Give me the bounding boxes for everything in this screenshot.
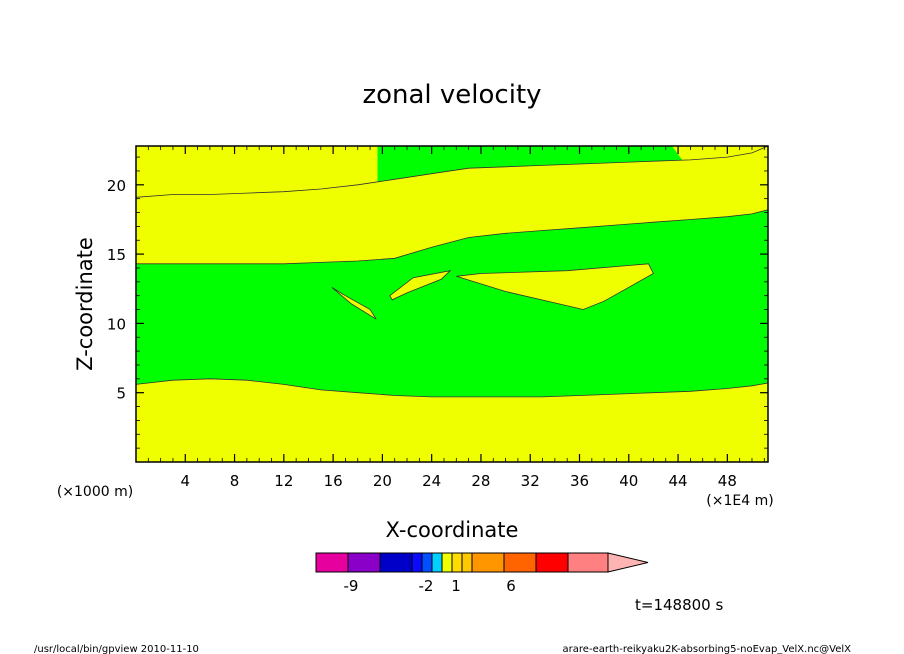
colorbar-segment	[421, 552, 433, 573]
y-axis-ticks: 5 10 15 20	[107, 156, 768, 449]
x-tick-label: 20	[373, 472, 392, 490]
colorbar-label: 1	[451, 577, 461, 595]
yellow-top-right	[671, 146, 768, 169]
colorbar	[315, 552, 649, 573]
x-tick-label: 32	[521, 472, 540, 490]
x-axis-label: X-coordinate	[386, 518, 519, 542]
y-tick-label: 20	[107, 177, 126, 195]
x-tick-label: 8	[230, 472, 240, 490]
colorbar-labels: -9 -2 1 6	[344, 577, 516, 595]
colorbar-label: -2	[419, 577, 434, 595]
x-tick-label: 36	[570, 472, 589, 490]
y-tick-label: 15	[107, 246, 126, 264]
x-tick-label: 16	[324, 472, 343, 490]
colorbar-segment	[471, 552, 505, 573]
plot-frame	[135, 145, 769, 463]
colorbar-segment	[347, 552, 381, 573]
yellow-island-3	[456, 263, 654, 310]
x-tick-label: 12	[274, 472, 293, 490]
yellow-top-left	[136, 146, 378, 198]
x-axis-ticks: 4 8 12 16 20 24 28 32 36 40 44 48	[147, 146, 765, 490]
colorbar-segment	[431, 552, 443, 573]
colorbar-segment	[461, 552, 473, 573]
colorbar-segment	[315, 552, 349, 573]
y-tick-label: 10	[107, 315, 126, 333]
x-tick-label: 24	[422, 472, 441, 490]
colorbar-extend-arrow	[607, 552, 649, 573]
y-axis-label: Z-coordinate	[73, 237, 97, 371]
colorbar-label: -9	[344, 577, 359, 595]
x-tick-label: 40	[619, 472, 638, 490]
time-label: t=148800 s	[635, 596, 723, 614]
plot-area	[135, 145, 769, 462]
x-tick-label: 44	[669, 472, 688, 490]
x-tick-label: 48	[718, 472, 737, 490]
colorbar-segment	[441, 552, 453, 573]
colorbar-label: 6	[506, 577, 516, 595]
x-tick-label: 4	[181, 472, 191, 490]
x-unit-right-label: (×1E4 m)	[706, 493, 773, 509]
colorbar-segment	[535, 552, 569, 573]
yellow-island-1	[331, 287, 377, 320]
colorbar-segment	[411, 552, 423, 573]
x-tick-label: 28	[471, 472, 490, 490]
footer-left: /usr/local/bin/gpview 2010-11-10	[34, 644, 199, 654]
contour-line-3	[135, 145, 769, 198]
green-band-main	[136, 209, 768, 397]
colorbar-segment	[503, 552, 537, 573]
colorbar-segment	[567, 552, 609, 573]
contour-line-2	[136, 209, 769, 265]
footer-right: arare-earth-reikyaku2K-absorbing5-noEvap…	[563, 644, 852, 654]
colorbar-segment	[451, 552, 463, 573]
x-unit-left-label: (×1000 m)	[57, 484, 133, 500]
chart-title: zonal velocity	[362, 80, 541, 110]
contour-line-1	[135, 378, 769, 398]
y-tick-label: 5	[116, 385, 126, 403]
yellow-island-2	[389, 270, 452, 301]
colorbar-segment	[379, 552, 413, 573]
